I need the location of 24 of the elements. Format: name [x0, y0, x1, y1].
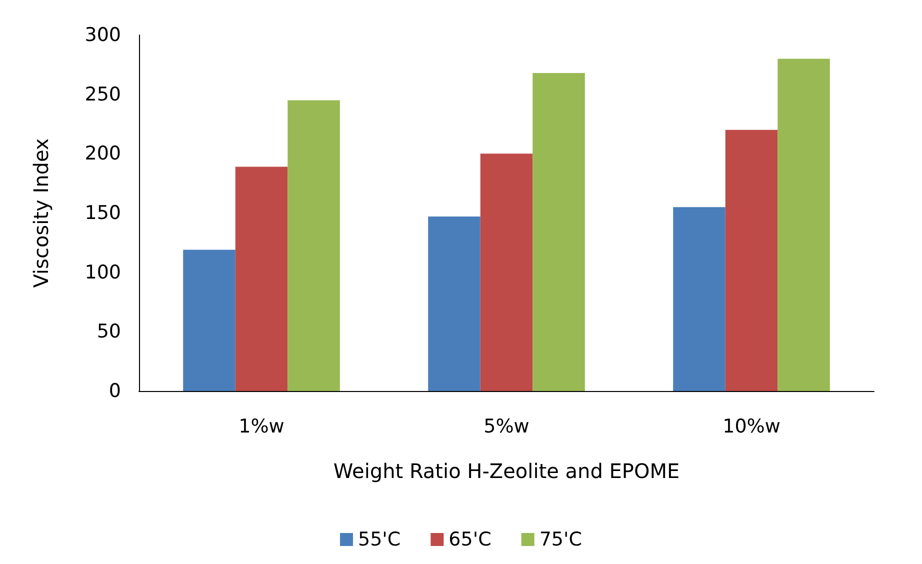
bar [725, 130, 778, 391]
bar [532, 72, 585, 391]
x-tick-label: 10%w [722, 416, 780, 438]
y-tick-label: 0 [108, 380, 121, 402]
y-axis-title: Viscosity Index [29, 138, 53, 288]
bar [778, 58, 830, 391]
bar [673, 207, 726, 391]
legend-label: 65'C [448, 528, 492, 550]
y-tick-label: 250 [84, 83, 121, 106]
x-tick-label: 1%w [238, 416, 284, 438]
legend-label: 75'C [539, 528, 582, 550]
y-tick-label: 50 [96, 320, 121, 343]
legend-label: 55'C [358, 528, 401, 550]
bar [480, 154, 533, 391]
x-axis-title: Weight Ratio H-Zeolite and EPOME [333, 459, 680, 483]
bar [428, 216, 480, 391]
x-tick-label: 5%w [484, 416, 530, 438]
bar [235, 166, 288, 391]
bar [288, 100, 340, 391]
y-tick-label: 100 [84, 261, 121, 284]
y-tick-label: 200 [84, 142, 121, 165]
y-tick-label: 150 [84, 202, 121, 224]
y-tick-label: 300 [84, 24, 121, 46]
bar [183, 250, 236, 391]
